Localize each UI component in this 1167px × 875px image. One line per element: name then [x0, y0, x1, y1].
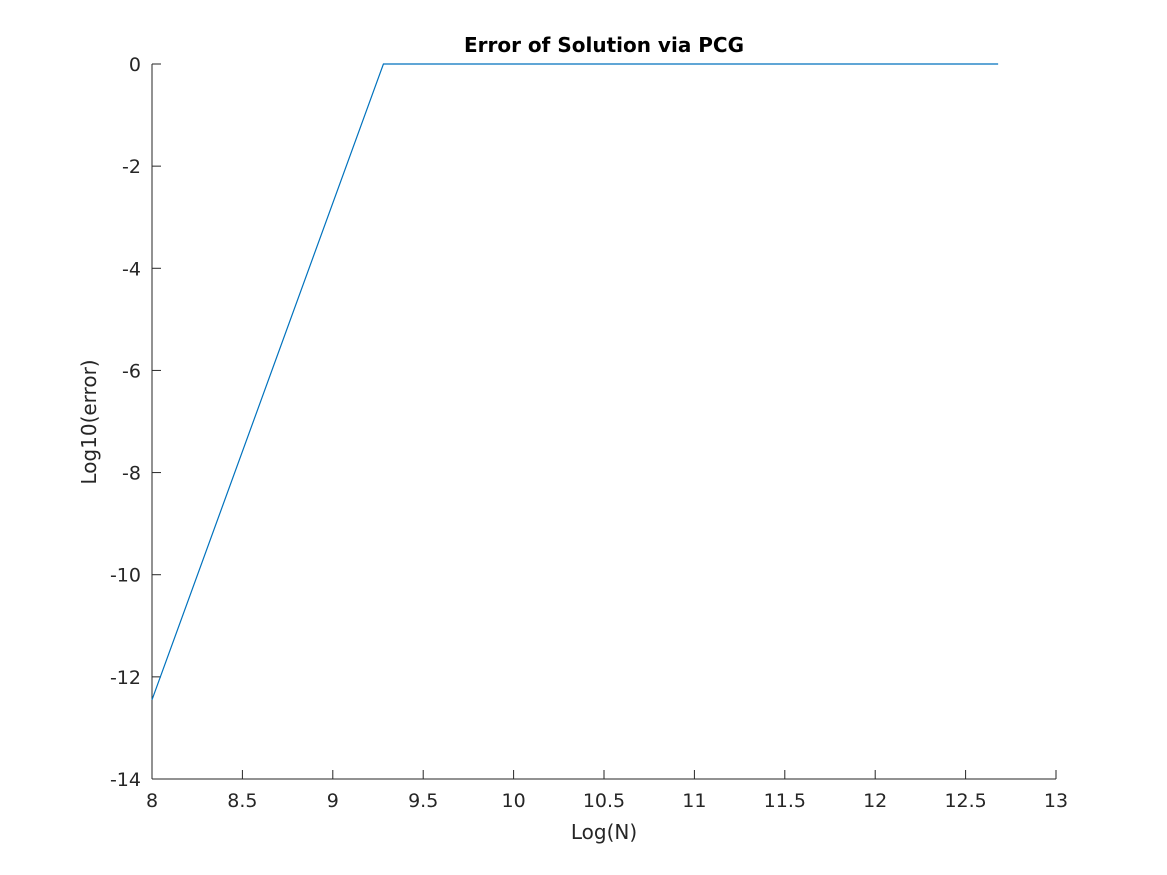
y-tick-label: 0 [129, 54, 141, 76]
x-tick-label: 12 [863, 790, 887, 812]
series-line [151, 63, 999, 701]
y-tick-label: -2 [122, 156, 141, 178]
y-tick-label: -10 [110, 565, 141, 587]
y-tick-label: -12 [110, 667, 141, 689]
x-tick-label: 8 [146, 790, 158, 812]
y-tick-label: -8 [122, 463, 141, 485]
plot-area: 8 8.5 9 9.5 10 10.5 11 11.5 12 12.5 13 -14 -12 -10 -8 -… [110, 54, 1068, 812]
x-tick-label: 10.5 [583, 790, 625, 812]
x-tick-label: 8.5 [227, 790, 257, 812]
x-tick-label: 11.5 [764, 790, 806, 812]
x-tick-label: 12.5 [944, 790, 986, 812]
x-tick-label: 10 [502, 790, 526, 812]
x-tick-label: 13 [1044, 790, 1068, 812]
y-axis-label: Log10(error) [77, 359, 101, 484]
chart-title: Error of Solution via PCG [464, 33, 744, 57]
x-tick-label: 9.5 [408, 790, 438, 812]
x-tick-label: 11 [682, 790, 706, 812]
x-axis-label: Log(N) [571, 820, 637, 844]
x-tick-label: 9 [327, 790, 339, 812]
y-tick-label: -6 [122, 360, 141, 382]
y-tick-label: -4 [122, 258, 141, 280]
y-tick-label: -14 [110, 769, 141, 791]
